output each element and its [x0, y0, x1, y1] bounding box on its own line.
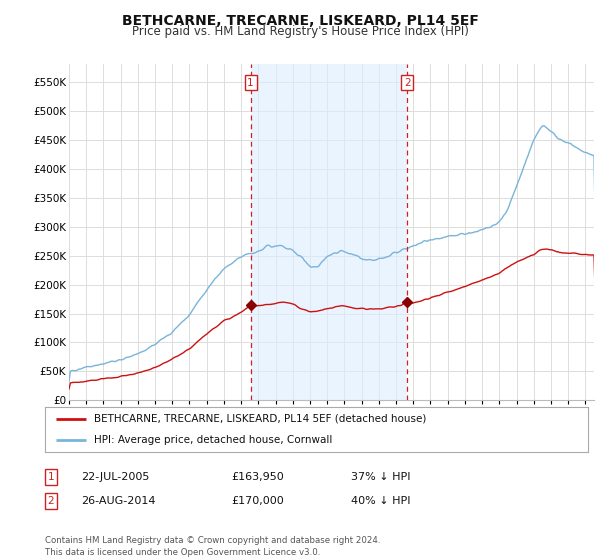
Text: Price paid vs. HM Land Registry's House Price Index (HPI): Price paid vs. HM Land Registry's House …: [131, 25, 469, 38]
Text: 2: 2: [47, 496, 55, 506]
Text: HPI: Average price, detached house, Cornwall: HPI: Average price, detached house, Corn…: [94, 435, 332, 445]
Text: £163,950: £163,950: [231, 472, 284, 482]
Text: 2: 2: [404, 78, 410, 88]
Text: £170,000: £170,000: [231, 496, 284, 506]
Text: 22-JUL-2005: 22-JUL-2005: [81, 472, 149, 482]
Text: 40% ↓ HPI: 40% ↓ HPI: [351, 496, 410, 506]
Text: 1: 1: [47, 472, 55, 482]
Text: BETHCARNE, TRECARNE, LISKEARD, PL14 5EF: BETHCARNE, TRECARNE, LISKEARD, PL14 5EF: [122, 14, 478, 28]
Text: 37% ↓ HPI: 37% ↓ HPI: [351, 472, 410, 482]
Text: BETHCARNE, TRECARNE, LISKEARD, PL14 5EF (detached house): BETHCARNE, TRECARNE, LISKEARD, PL14 5EF …: [94, 414, 426, 424]
Bar: [251, 64, 407, 400]
Text: 26-AUG-2014: 26-AUG-2014: [81, 496, 155, 506]
Text: 1: 1: [247, 78, 254, 88]
Text: Contains HM Land Registry data © Crown copyright and database right 2024.
This d: Contains HM Land Registry data © Crown c…: [45, 536, 380, 557]
